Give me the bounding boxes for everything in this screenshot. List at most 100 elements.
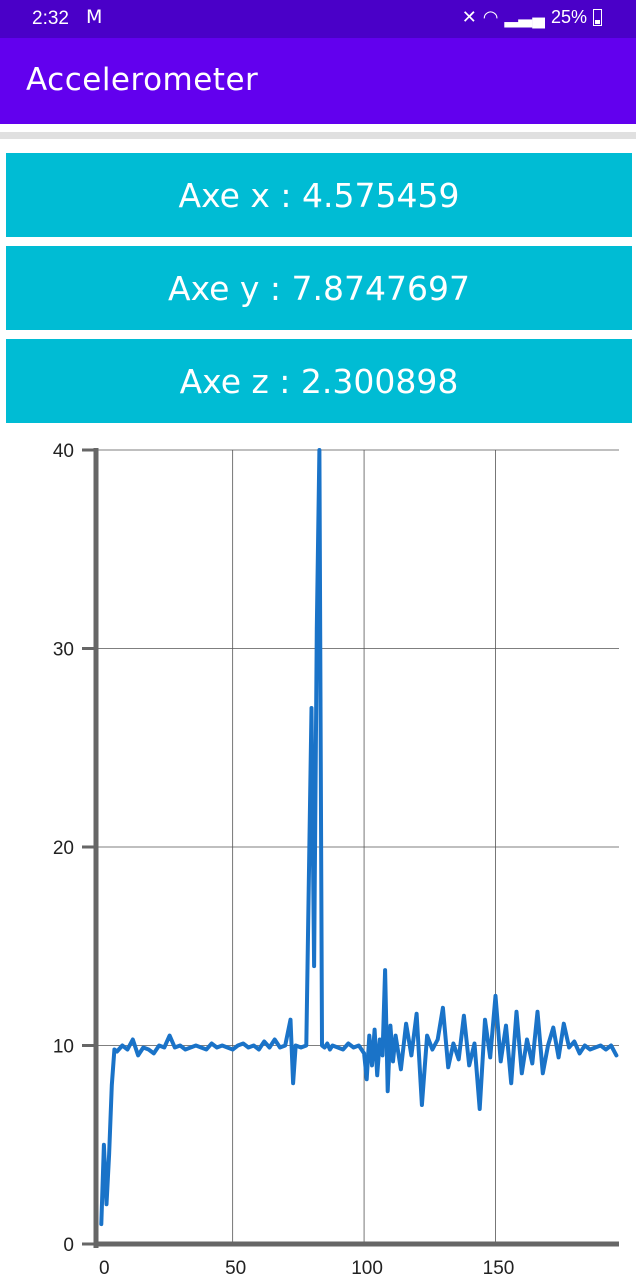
- wifi-icon: ◠: [482, 7, 499, 27]
- data-point: [578, 1051, 582, 1055]
- data-point: [488, 1055, 492, 1059]
- axis-x-value: Axe x : 4.575459: [6, 153, 632, 237]
- data-point: [102, 1143, 106, 1147]
- y-tick-label: 20: [53, 838, 74, 859]
- data-point: [141, 1045, 145, 1049]
- data-point: [357, 1044, 361, 1047]
- data-point: [562, 1022, 566, 1026]
- data-point: [323, 1045, 327, 1049]
- data-point: [199, 1045, 203, 1049]
- x-tick-label: 50: [225, 1258, 246, 1279]
- data-point: [472, 1042, 476, 1046]
- data-point: [515, 1010, 519, 1014]
- data-point: [210, 1042, 214, 1046]
- data-point: [120, 1044, 124, 1047]
- data-point: [388, 1024, 392, 1028]
- data-point: [430, 1047, 434, 1051]
- data-point: [457, 1057, 461, 1061]
- data-point: [436, 1038, 440, 1042]
- x-tick-label: 100: [351, 1258, 383, 1279]
- x-tick-label: 150: [483, 1258, 515, 1279]
- data-point: [483, 1018, 487, 1022]
- y-tick-label: 10: [53, 1037, 74, 1058]
- data-point: [215, 1045, 219, 1049]
- data-point: [375, 1073, 379, 1077]
- data-point: [315, 627, 319, 631]
- data-point: [520, 1071, 524, 1075]
- data-point: [115, 1049, 119, 1053]
- data-point: [530, 1061, 534, 1065]
- data-point: [525, 1038, 529, 1042]
- data-point: [420, 1103, 424, 1107]
- series-line: [99, 448, 619, 1227]
- divider: [0, 132, 636, 139]
- signal-icon: ▂▃▄: [504, 7, 545, 27]
- data-point: [225, 1045, 229, 1049]
- data-point: [546, 1044, 550, 1047]
- gmail-icon: M: [86, 6, 103, 28]
- data-point: [551, 1026, 555, 1030]
- data-point: [283, 1044, 287, 1047]
- data-point: [399, 1067, 403, 1071]
- mute-icon: ✕: [461, 7, 477, 27]
- data-point: [152, 1051, 156, 1055]
- data-point: [328, 1047, 332, 1051]
- data-point: [157, 1044, 161, 1047]
- data-point: [404, 1022, 408, 1026]
- data-point: [583, 1044, 587, 1047]
- data-point: [336, 1045, 340, 1049]
- data-point: [288, 1018, 292, 1022]
- data-point: [409, 1053, 413, 1057]
- data-point: [588, 1047, 592, 1051]
- data-point: [105, 1202, 109, 1206]
- data-point: [278, 1045, 282, 1049]
- accelerometer-graph: 0 10 20 30 40 0 50 100 150: [53, 441, 619, 1279]
- status-icons: ✕ ◠ ▂▃▄ 25%: [462, 7, 602, 28]
- data-point: [370, 1063, 374, 1067]
- data-point: [499, 1059, 503, 1063]
- data-point: [312, 964, 316, 968]
- data-point: [609, 1044, 613, 1047]
- data-point: [110, 1083, 114, 1087]
- data-point: [231, 1047, 235, 1051]
- data-point: [378, 1038, 382, 1042]
- data-point: [365, 1077, 369, 1081]
- data-point: [604, 1047, 608, 1051]
- battery-icon: [593, 9, 602, 26]
- data-point: [99, 1222, 103, 1226]
- data-point: [262, 1040, 266, 1044]
- status-time: 2:32: [32, 8, 69, 29]
- data-point: [112, 1047, 116, 1051]
- data-point: [386, 1089, 390, 1093]
- data-point: [478, 1107, 482, 1111]
- data-point: [246, 1045, 250, 1049]
- y-tick-label: 40: [53, 441, 74, 462]
- data-point: [236, 1044, 240, 1047]
- x-tick-label: 0: [99, 1258, 110, 1279]
- data-point: [599, 1044, 603, 1047]
- data-point: [107, 1153, 111, 1157]
- data-point: [362, 1051, 366, 1055]
- status-bar: 2:32 M ✕ ◠ ▂▃▄ 25%: [0, 0, 636, 38]
- data-point: [441, 1006, 445, 1010]
- data-point: [373, 1028, 377, 1032]
- data-point: [415, 1012, 419, 1016]
- data-point: [126, 1047, 130, 1051]
- data-point: [325, 1042, 329, 1046]
- data-point: [320, 1044, 324, 1047]
- data-point: [189, 1045, 193, 1049]
- data-point: [493, 994, 497, 998]
- data-point: [173, 1045, 177, 1049]
- data-point: [462, 1014, 466, 1018]
- data-point: [317, 448, 321, 452]
- data-point: [168, 1034, 172, 1038]
- data-point: [291, 1081, 295, 1085]
- data-point: [425, 1034, 429, 1038]
- data-point: [567, 1045, 571, 1049]
- data-point: [541, 1071, 545, 1075]
- axis-z-value: Axe z : 2.300898: [6, 339, 632, 423]
- data-point: [451, 1042, 455, 1046]
- data-point: [346, 1042, 350, 1046]
- battery-percent: 25%: [550, 7, 587, 27]
- data-point: [383, 968, 387, 972]
